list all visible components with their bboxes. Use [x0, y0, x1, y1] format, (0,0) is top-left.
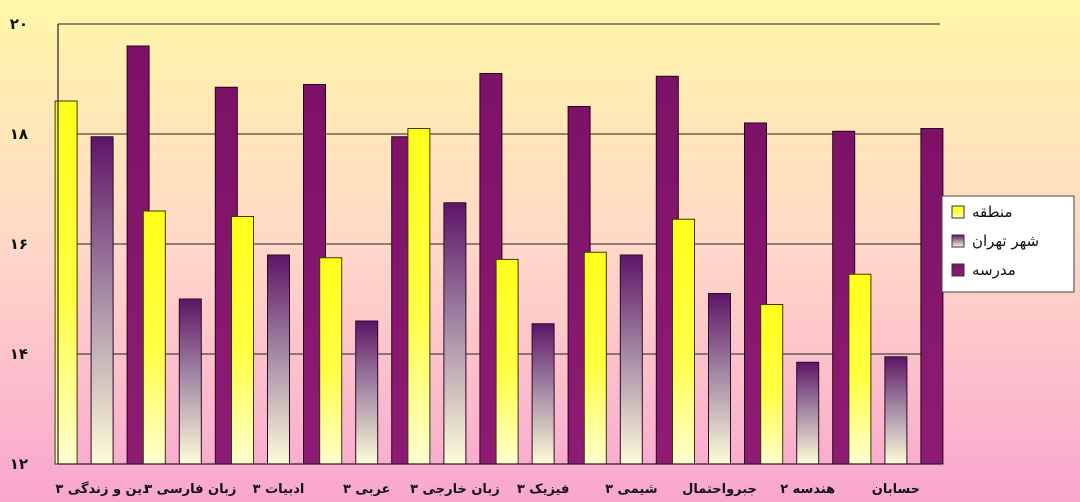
- bar: [583, 251, 607, 465]
- legend-swatch: [951, 263, 965, 277]
- x-tick-label: جبرواحتمال: [682, 482, 757, 497]
- legend-swatch: [951, 234, 965, 248]
- bar: [319, 257, 343, 465]
- bar: [848, 273, 872, 465]
- bar: [355, 320, 379, 465]
- legend: منطقه شهر تهران مدرسه: [941, 195, 1075, 293]
- bar: [672, 218, 695, 465]
- bar: [920, 128, 944, 465]
- x-tick-label: هندسه ۲: [780, 482, 835, 497]
- bar: [90, 136, 114, 465]
- x-tick-label: شیمی ۳: [605, 482, 657, 497]
- bars: [54, 45, 944, 465]
- y-tick-label: ۱۶: [10, 235, 28, 253]
- x-tick-label: زبان فارسی ۳: [144, 482, 236, 497]
- axes: [57, 24, 940, 465]
- bar: [231, 216, 254, 465]
- y-tick-label: ۱۴: [10, 345, 28, 363]
- legend-label: مدرسه: [972, 261, 1016, 279]
- bar: [619, 254, 643, 465]
- y-tick-label: ۱۲: [10, 455, 28, 473]
- bar: [142, 210, 166, 465]
- x-tick-label: فیزیک ۳: [517, 482, 570, 497]
- bar: [796, 361, 820, 465]
- bar: [884, 356, 908, 465]
- y-tick-label: ۱۸: [10, 125, 28, 143]
- legend-label: منطقه: [972, 203, 1013, 221]
- bar: [531, 323, 555, 465]
- bar: [443, 202, 467, 465]
- x-tick-label: زبان خارجی ۳: [410, 482, 500, 497]
- legend-label: شهر تهران: [972, 232, 1039, 250]
- x-tick-label: ادبیات ۳: [253, 482, 305, 497]
- bar: [760, 304, 784, 465]
- bar: [267, 254, 290, 465]
- x-tick-label: عربی ۳: [343, 482, 390, 497]
- legend-swatch: [951, 205, 965, 219]
- x-tick-label: دین و زندگی ۳: [55, 481, 149, 497]
- x-tick-label: حسابان: [872, 482, 920, 497]
- bar: [495, 258, 519, 465]
- bar: [178, 298, 202, 465]
- y-tick-label: ۲۰: [10, 15, 28, 33]
- bar: [708, 293, 731, 465]
- bar: [407, 128, 431, 465]
- y-tick-labels: ۱۲ ۱۴ ۱۶ ۱۸ ۲۰: [10, 15, 28, 473]
